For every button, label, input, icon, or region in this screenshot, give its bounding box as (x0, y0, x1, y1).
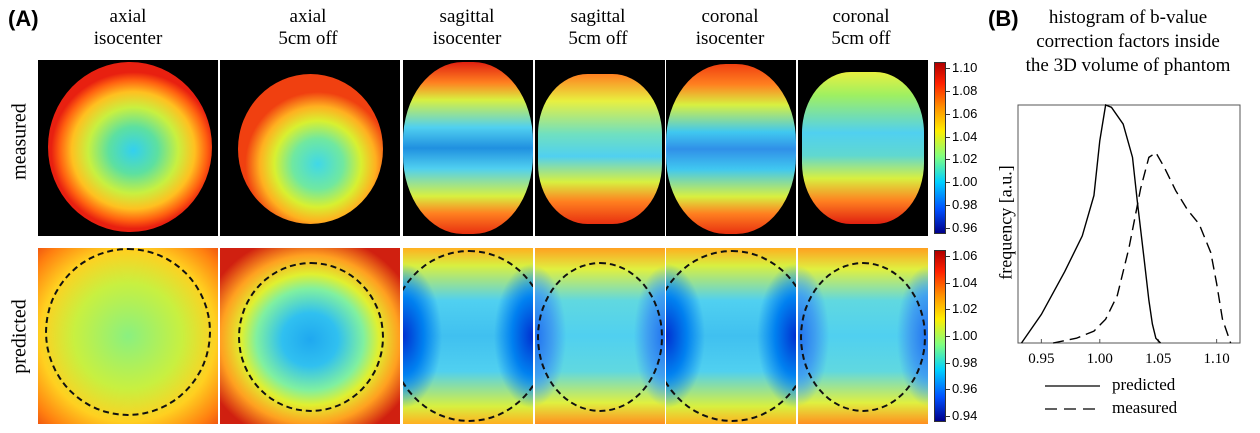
colorbar-tick-label: 0.94 (952, 408, 978, 423)
colorbar-tick-mark (946, 228, 950, 229)
colorbar-tick-mark (946, 416, 950, 417)
panel-b-letter: (B) (988, 6, 1019, 31)
column-title-line: sagittal (439, 6, 495, 27)
panel-a-letter: (A) (8, 6, 39, 31)
measured-coronal-isocenter-map (666, 60, 796, 236)
x-tick-label: 1.00 (1087, 351, 1113, 367)
colorbar-tick-mark (946, 136, 950, 138)
colorbar-tick-label: 1.00 (952, 328, 978, 343)
colorbar-tick-label: 1.10 (952, 60, 978, 75)
column-title-line: 5cm off (831, 28, 891, 49)
legend-swatches (1045, 385, 1100, 410)
column-title-axial-isocenter: axial isocenter (58, 6, 198, 50)
colorbar-tick-label: 1.08 (952, 82, 978, 98)
colorbar-tick-label: 1.04 (952, 274, 978, 290)
colorbar-tick-mark (946, 282, 950, 284)
colorbar-tick-label: 1.02 (952, 151, 978, 167)
predicted-axial-isocenter-map (38, 248, 218, 424)
colorbar-tick-label: 0.98 (952, 197, 978, 213)
legend-label-predicted: predicted (1112, 375, 1176, 394)
column-title-line: axial (109, 6, 147, 27)
histogram-title-line: the 3D volume of phantom (1025, 55, 1231, 76)
colorbar-tick-label: 0.96 (952, 220, 978, 235)
column-title-line: coronal (832, 6, 890, 27)
phantom-outline (403, 250, 533, 422)
histogram-title-line: correction factors inside (1036, 31, 1220, 52)
colorbar-tick-mark (946, 90, 950, 92)
colorbar-tick-mark (946, 68, 950, 69)
histogram-title: histogram of b-value correction factors … (998, 6, 1258, 78)
measured-axial-5cm-off-map (220, 60, 400, 236)
column-title-coronal-isocenter: coronal isocenter (660, 6, 800, 50)
colorbar-tick-mark (946, 256, 950, 257)
measured-sagittal-isocenter-map (403, 60, 533, 236)
column-title-line: coronal (701, 6, 759, 27)
predicted-coronal-isocenter-map (666, 248, 796, 424)
measured-sagittal-5cm-off-map (535, 60, 665, 236)
column-title-line: sagittal (570, 6, 626, 27)
column-title-line: isocenter (695, 28, 765, 49)
row-label-predicted: predicted (8, 299, 31, 374)
colorbar-tick-label: 0.96 (952, 381, 978, 397)
column-title-line: isocenter (432, 28, 502, 49)
predicted-sagittal-5cm-off-map (535, 248, 665, 424)
histogram-plot: 0.95 1.00 1.05 1.10 (1017, 104, 1241, 367)
series-line-predicted (1020, 104, 1162, 344)
histogram-title-line: histogram of b-value (1048, 7, 1208, 28)
column-title-line: axial (289, 6, 327, 27)
x-tick-label: 1.10 (1204, 351, 1230, 367)
x-tick-label: 0.95 (1028, 351, 1054, 367)
colorbar-tick-mark (946, 182, 950, 184)
colorbar-tick-mark (946, 309, 950, 311)
column-title-line: 5cm off (568, 28, 628, 49)
colorbar-tick-label: 1.02 (952, 301, 978, 317)
predicted-axial-5cm-off-map (220, 248, 400, 424)
column-title-sagittal-isocenter: sagittal isocenter (397, 6, 537, 50)
colorbar-tick-mark (946, 113, 950, 115)
plot-frame (1017, 104, 1241, 344)
colorbar-tick-mark (946, 362, 950, 364)
predicted-colorbar (934, 250, 946, 422)
column-title-sagittal-5cm-off: sagittal 5cm off (528, 6, 668, 50)
colorbar-tick-mark (946, 205, 950, 207)
predicted-sagittal-isocenter-map (403, 248, 533, 424)
measured-coronal-5cm-off-map (798, 60, 928, 236)
colorbar-tick-label: 1.04 (952, 128, 978, 144)
colorbar-tick-mark (946, 159, 950, 161)
colorbar-tick-mark (946, 389, 950, 391)
phantom-outline (666, 250, 796, 422)
colorbar-tick-mark (946, 336, 950, 337)
measured-axial-isocenter-map (38, 60, 218, 236)
row-label-measured: measured (8, 103, 31, 180)
predicted-coronal-5cm-off-map (798, 248, 928, 424)
series-line-measured (1052, 151, 1232, 344)
phantom-outline (537, 262, 663, 412)
colorbar-tick-label: 1.00 (952, 174, 978, 190)
colorbar-tick-label: 0.98 (952, 354, 978, 370)
column-title-axial-5cm-off: axial 5cm off (238, 6, 378, 50)
colorbar-tick-label: 1.06 (952, 248, 978, 263)
column-title-line: isocenter (93, 28, 163, 49)
phantom-outline (800, 262, 926, 412)
colorbar-tick-label: 1.06 (952, 105, 978, 121)
legend-label-measured: measured (1112, 398, 1178, 417)
phantom-outline (45, 248, 211, 416)
x-tick-label: 1.05 (1145, 351, 1171, 367)
column-title-coronal-5cm-off: coronal 5cm off (791, 6, 931, 50)
phantom-outline (238, 262, 384, 412)
column-title-line: 5cm off (278, 28, 338, 49)
measured-colorbar (934, 62, 946, 234)
